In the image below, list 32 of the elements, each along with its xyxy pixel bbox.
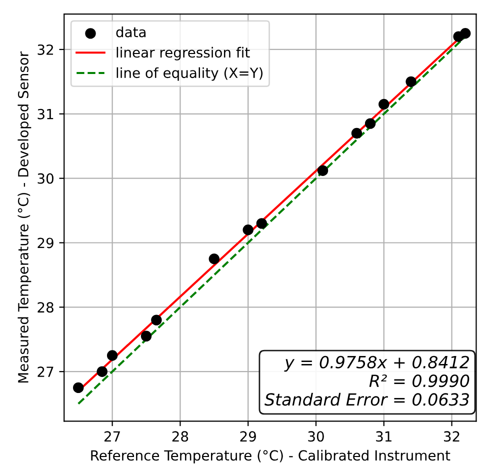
point <box>378 98 390 110</box>
point <box>96 366 108 377</box>
point <box>140 330 152 342</box>
point <box>351 128 362 139</box>
y-tick-label: 31 <box>38 108 54 120</box>
x-tick-label: 27 <box>104 431 120 442</box>
legend-label: data <box>116 26 146 38</box>
y-axis-title: Measured Temperature (°C) - Developed Sensor <box>18 51 32 383</box>
point <box>106 350 118 361</box>
point <box>256 218 268 229</box>
x-tick-label: 31 <box>376 431 392 442</box>
x-tick-label: 29 <box>240 431 256 442</box>
point <box>364 118 376 129</box>
legend-label: linear regression fit <box>116 46 250 60</box>
x-tick-label: 28 <box>172 431 188 442</box>
y-tick-label: 28 <box>38 302 54 313</box>
annotation: y = 0.9758x + 0.8412 R² = 0.9990 Standard Error = 0.0633 <box>264 356 470 406</box>
x-tick-label: 32 <box>444 431 460 442</box>
point <box>460 28 471 39</box>
point <box>151 314 162 326</box>
point <box>406 76 416 88</box>
point <box>73 382 84 394</box>
legend-label: line of equality (X=Y) <box>116 67 263 81</box>
point <box>242 224 254 236</box>
y-tick-label: 30 <box>38 173 54 184</box>
x-tick-label: 30 <box>308 431 324 442</box>
point <box>208 254 220 264</box>
point <box>317 165 328 176</box>
y-tick-label: 32 <box>38 44 53 55</box>
y-tick-label: 29 <box>38 238 54 248</box>
x-axis-title: Reference Temperature (°C) - Calibrated Instrument <box>91 450 450 464</box>
y-tick-label: 27 <box>38 366 54 377</box>
